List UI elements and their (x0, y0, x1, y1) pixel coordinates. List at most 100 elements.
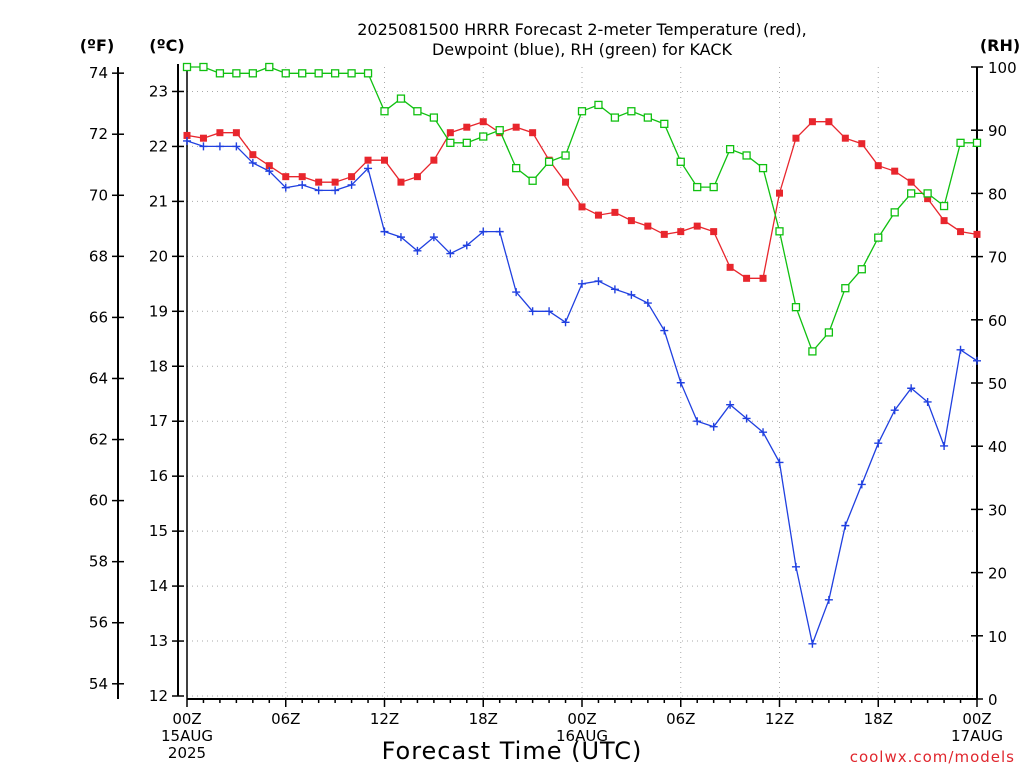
dewpoint-point (907, 384, 916, 393)
rh-point (363, 69, 373, 78)
dewpoint-point (726, 400, 735, 409)
dewpoint-point (973, 356, 981, 365)
rh-point (199, 62, 208, 72)
temperature-point (199, 134, 207, 142)
temperature-point (397, 178, 405, 186)
celsius-tick-label: 21 (149, 192, 168, 210)
temperature-point (924, 195, 932, 203)
rh-point (314, 69, 323, 78)
dewpoint-point (759, 428, 768, 437)
rh-point (544, 157, 554, 166)
dewpoint-point (248, 158, 257, 167)
time-tick-label: 00Z 17AUG (951, 710, 1003, 745)
dewpoint-point (232, 142, 241, 151)
dewpoint-point (429, 233, 438, 242)
temperature-point (611, 208, 619, 216)
dewpoint-point (413, 246, 422, 255)
temperature-point (463, 123, 471, 131)
dewpoint-point (940, 441, 949, 450)
temperature-point (479, 118, 487, 126)
dewpoint-point (923, 397, 932, 406)
temperature-point (627, 217, 635, 225)
temperature-point (512, 123, 520, 131)
fahrenheit-tick-label: 72 (89, 125, 108, 143)
rh-tick-label: 100 (988, 59, 1017, 77)
dewpoint-point (561, 318, 570, 327)
temperature-point (743, 274, 751, 282)
celsius-tick-label: 17 (149, 412, 168, 430)
data-series (182, 62, 982, 648)
dewpoint-point (479, 227, 488, 236)
chart-title: 2025081500 HRRR Forecast 2-meter Tempera… (357, 20, 807, 59)
temperature-point (298, 173, 306, 181)
temperature-point (858, 140, 866, 148)
rh-point (330, 69, 340, 78)
temperature-point (364, 156, 372, 164)
series-rh (182, 62, 982, 356)
temperature-point (265, 162, 273, 170)
dewpoint-point (281, 183, 290, 192)
dewpoint-point (857, 480, 866, 489)
temperature-point (562, 178, 570, 186)
fahrenheit-unit-label: (ºF) (80, 36, 115, 55)
rh-point (462, 138, 471, 147)
temperature-point (529, 129, 537, 137)
rh-point (594, 100, 603, 110)
rh-point (413, 107, 422, 116)
dewpoint-point (545, 307, 554, 316)
fahrenheit-tick-label: 62 (89, 431, 108, 449)
dewpoint-point (956, 345, 965, 354)
temperature-point (348, 173, 356, 181)
temperature-point (907, 178, 915, 186)
temperature-point (677, 228, 685, 236)
temperature-point (808, 118, 816, 126)
dewpoint-point (578, 279, 586, 288)
time-tick-label: 06Z (271, 710, 300, 728)
rh-point (907, 189, 916, 198)
fahrenheit-tick-label: 74 (89, 64, 108, 82)
dewpoint-point (512, 288, 521, 297)
rh-point (281, 69, 290, 78)
rh-tick-label: 50 (988, 375, 1007, 393)
rh-point (495, 126, 504, 135)
temperature-point (792, 134, 800, 142)
rh-point (956, 138, 965, 147)
rh-point (380, 107, 389, 116)
dewpoint-point (808, 639, 817, 648)
time-tick-label: 12Z (370, 710, 399, 728)
celsius-tick-label: 22 (149, 137, 168, 155)
dewpoint-point (791, 562, 800, 571)
rh-tick-label: 70 (988, 249, 1007, 267)
dewpoint-point (298, 180, 307, 189)
rh-tick-label: 60 (988, 312, 1007, 330)
dewpoint-point (364, 164, 373, 173)
fahrenheit-tick-label: 64 (89, 369, 108, 387)
temperature-point (381, 156, 388, 164)
temperature-point (759, 274, 767, 282)
temperature-point (315, 178, 323, 186)
rh-point (775, 227, 784, 236)
temperature-point (776, 189, 783, 197)
time-tick-label: 06Z (666, 710, 695, 728)
temperature-point (973, 230, 981, 238)
dewpoint-point (331, 186, 340, 195)
temperature-point (232, 129, 240, 137)
rh-point (693, 182, 702, 192)
time-tick-label: 18Z (469, 710, 498, 728)
dewpoint-point (824, 595, 833, 604)
rh-point (758, 163, 768, 173)
dewpoint-point (265, 167, 274, 176)
dewpoint-point (462, 241, 471, 250)
temperature-point (249, 151, 257, 159)
time-tick-label: 18Z (864, 710, 893, 728)
temperature-point (594, 211, 602, 219)
grid-lines (187, 67, 977, 699)
rh-point (643, 113, 652, 122)
rh-point (528, 176, 537, 185)
rh-point (791, 303, 801, 312)
rh-point (265, 62, 274, 72)
fahrenheit-tick-label: 56 (89, 614, 108, 632)
rh-point (857, 265, 866, 274)
rh-point (923, 189, 932, 198)
